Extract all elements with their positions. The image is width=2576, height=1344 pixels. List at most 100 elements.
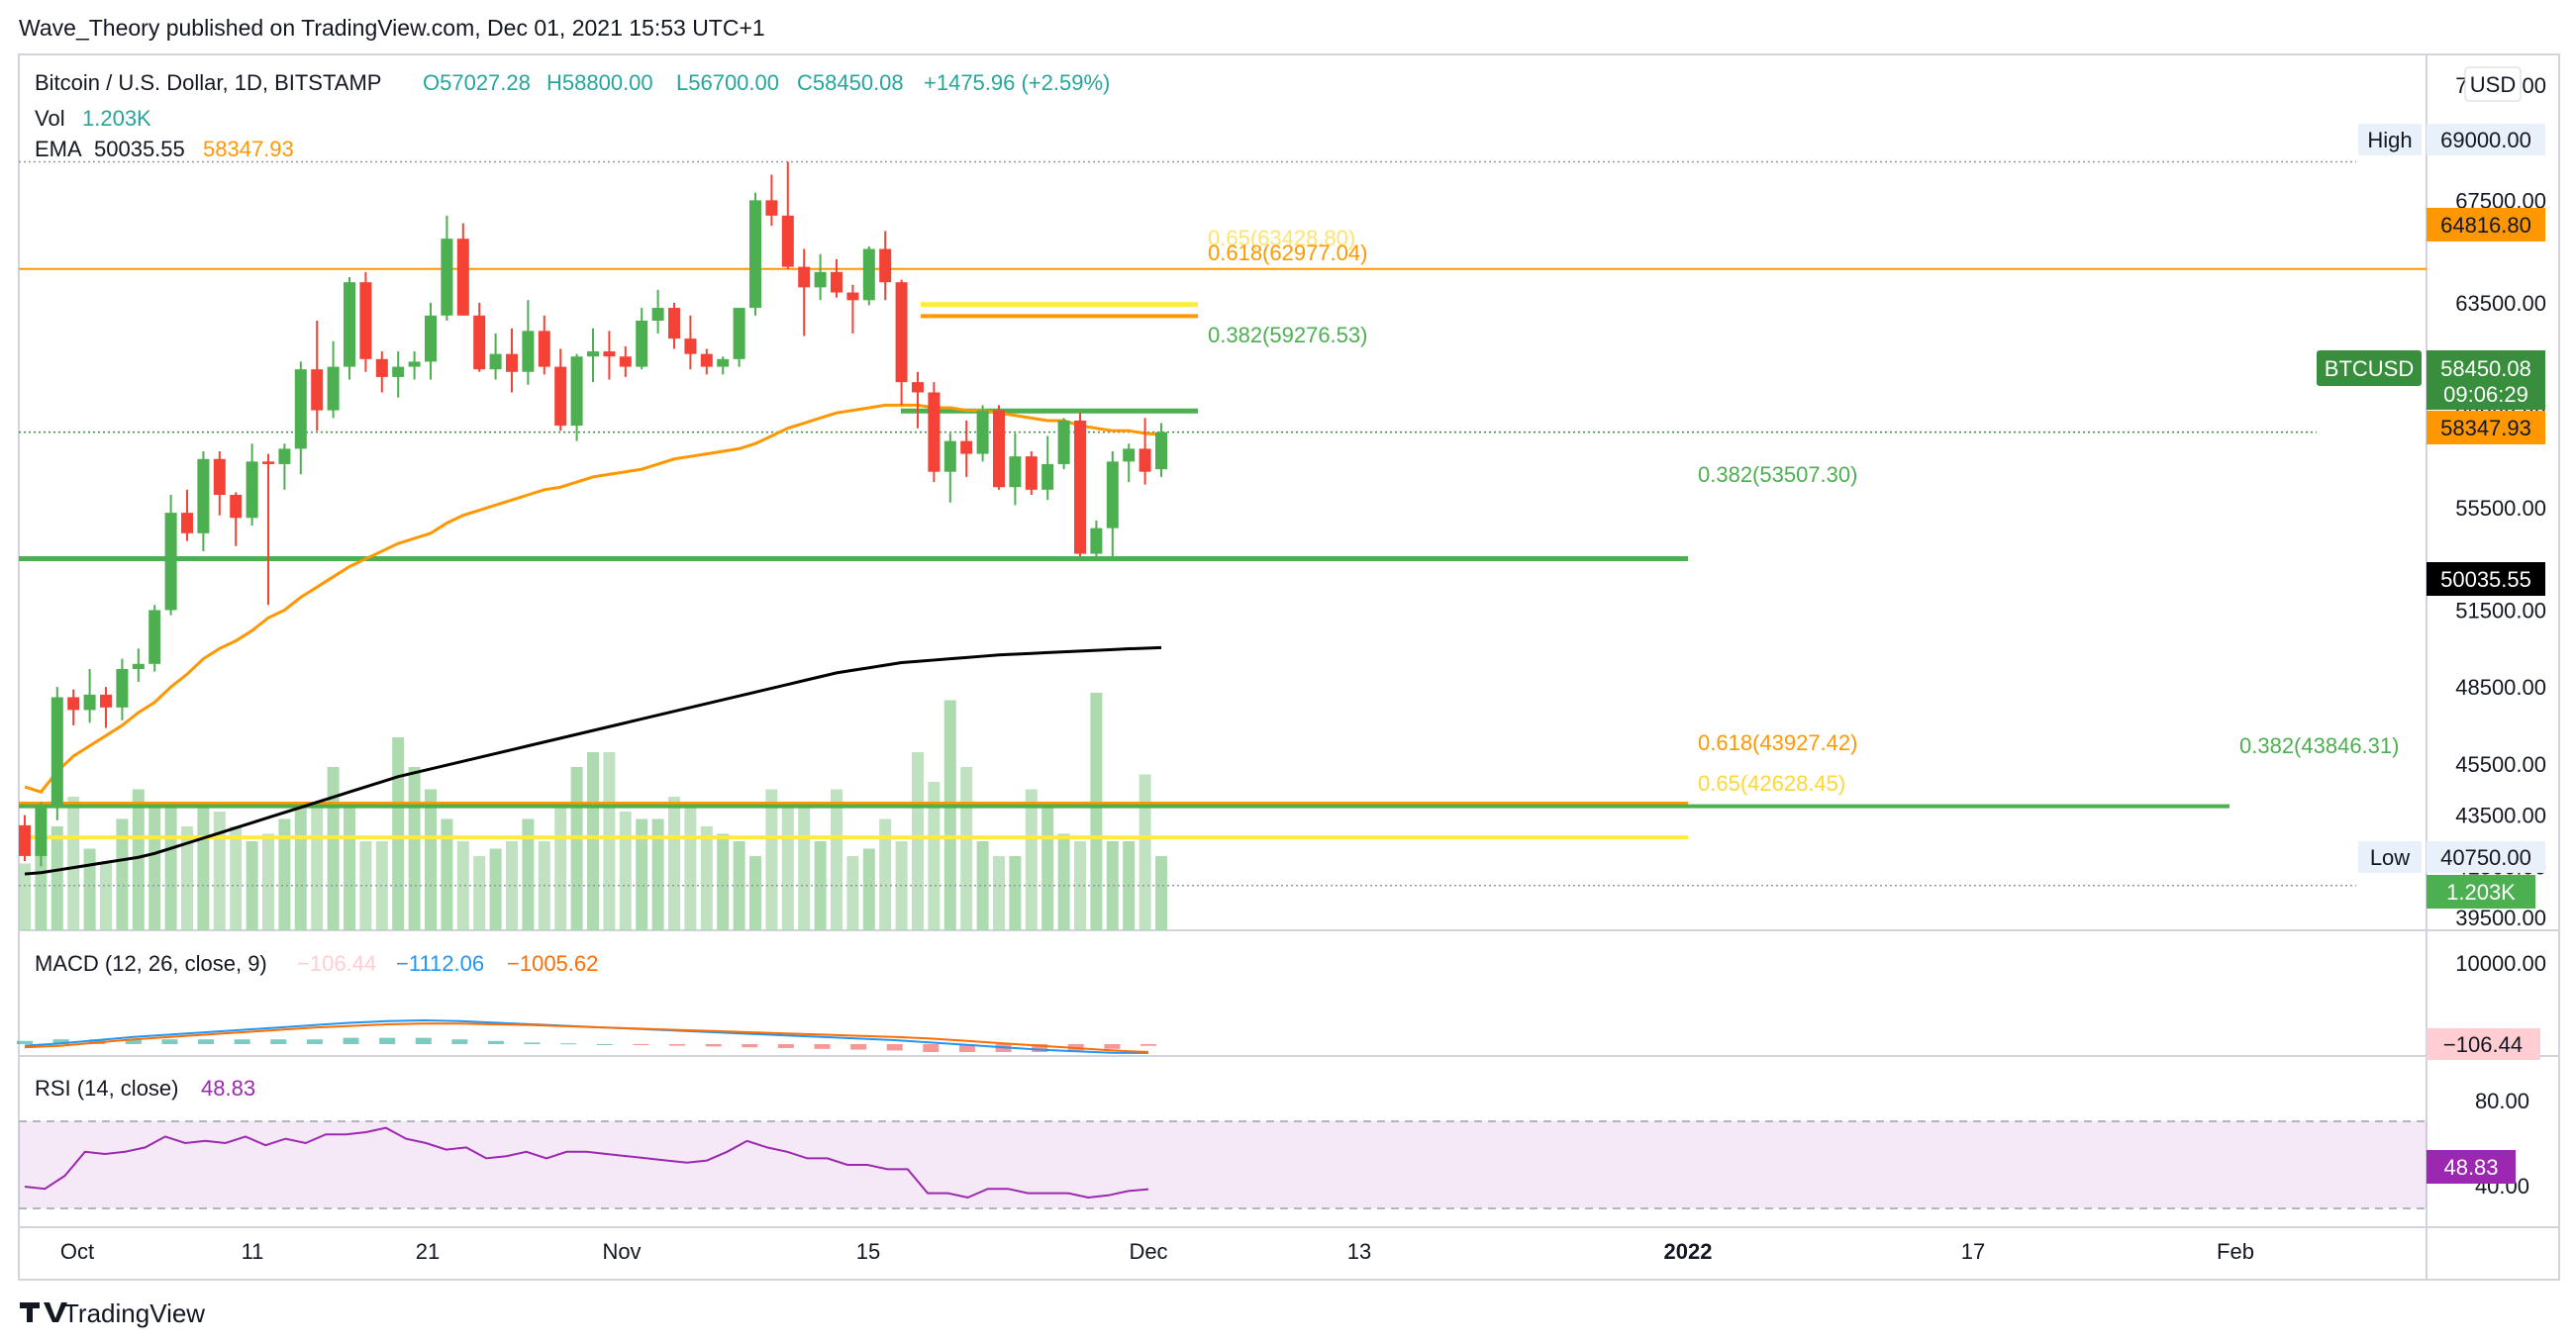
ema-orange-badge-value: 58347.93 xyxy=(2440,416,2531,440)
volume-bar xyxy=(603,752,616,930)
volume-bar xyxy=(1155,856,1167,930)
volume-bar xyxy=(587,752,599,930)
candle xyxy=(538,315,550,375)
volume-bar xyxy=(262,833,274,930)
rsi-label[interactable]: RSI (14, close) xyxy=(35,1076,179,1101)
tradingview-brand: TradingView xyxy=(63,1298,205,1328)
macd-histogram-bar xyxy=(524,1042,541,1044)
candle xyxy=(1106,451,1119,559)
rsi-line xyxy=(24,1126,1149,1200)
volume-bar xyxy=(67,797,80,930)
volume-bar xyxy=(960,767,973,930)
volume-bar xyxy=(554,804,567,930)
candle xyxy=(765,174,778,227)
horizontal-levels[interactable] xyxy=(19,160,2427,887)
volume-bar xyxy=(700,826,713,930)
volume-bar xyxy=(1090,693,1103,930)
candle-body xyxy=(327,366,340,411)
volume-bar xyxy=(781,804,794,930)
vol-label: Vol xyxy=(35,106,65,131)
fib-label-0382-mid: 0.382(59276.53) xyxy=(1208,323,1367,347)
candle xyxy=(928,382,941,483)
time-tick: 11 xyxy=(242,1239,264,1264)
candle-body xyxy=(1090,528,1103,554)
volume-bar xyxy=(489,848,502,930)
macd-histogram-bar xyxy=(814,1044,831,1049)
macd-histogram-bar xyxy=(669,1044,686,1046)
time-tick: 17 xyxy=(1961,1239,1985,1264)
volume-bar xyxy=(733,841,745,930)
candle-body xyxy=(100,694,112,708)
macd-histogram-bar xyxy=(17,1040,33,1044)
candle-body xyxy=(912,382,924,393)
candle xyxy=(749,192,761,316)
candle xyxy=(603,331,616,380)
candle xyxy=(197,451,210,551)
macd-histogram-bar xyxy=(923,1044,940,1052)
price-tick: 43500.00 xyxy=(2455,804,2546,828)
candle xyxy=(976,405,989,462)
price-badges: High 69000.00 64816.80 BTCUSD 58450.08 0… xyxy=(2317,124,2545,909)
ohlc-close: C58450.08 xyxy=(797,70,904,95)
candle xyxy=(35,802,48,867)
volume-bar xyxy=(473,856,486,930)
volume-bar xyxy=(570,767,583,930)
volume-bar xyxy=(441,818,453,930)
candle xyxy=(717,356,730,375)
rsi-badge-value: 48.83 xyxy=(2443,1155,2498,1180)
candle-body xyxy=(1139,448,1151,472)
fib-label-065-top: 0.65(63428.80) xyxy=(1208,226,1355,250)
candle-body xyxy=(1106,461,1119,528)
time-tick: Nov xyxy=(602,1239,641,1264)
candle xyxy=(230,492,243,546)
candle-body xyxy=(960,440,973,454)
candle-body xyxy=(1057,420,1070,464)
time-axis[interactable]: Oct 11 21 Nov 15 Dec 13 2022 17 Feb xyxy=(60,1239,2254,1264)
tradingview-logo[interactable]: TradingView xyxy=(20,1298,205,1328)
volume-bar xyxy=(116,818,129,930)
currency-badge[interactable] xyxy=(2464,66,2522,102)
price-tick: 45500.00 xyxy=(2455,752,2546,777)
volume-bar xyxy=(636,818,648,930)
volume-bar xyxy=(197,804,210,930)
candle xyxy=(1041,435,1054,501)
candle-body xyxy=(717,358,730,367)
macd-histogram-bar xyxy=(958,1044,975,1052)
candle-body xyxy=(765,200,778,216)
candle xyxy=(116,658,129,720)
candle xyxy=(132,648,145,682)
volume-bar xyxy=(164,804,177,930)
time-tick: Oct xyxy=(60,1239,94,1264)
ema-black-value: 50035.55 xyxy=(94,137,185,161)
volume-bar xyxy=(717,833,730,930)
macd-histogram-bar xyxy=(850,1044,867,1050)
candle xyxy=(100,687,112,728)
macd-label[interactable]: MACD (12, 26, close, 9) xyxy=(35,951,267,976)
candle-body xyxy=(344,282,355,367)
candle xyxy=(506,328,518,393)
price-tick: 51500.00 xyxy=(2455,598,2546,623)
candle-body xyxy=(230,495,243,519)
candle xyxy=(375,351,388,393)
volume-bar xyxy=(327,767,340,930)
volume-bar xyxy=(506,841,518,930)
volume-bar xyxy=(149,804,161,930)
fib-labels: 0.65(63428.80) 0.618(62977.04) 0.382(592… xyxy=(1208,226,2399,796)
candle xyxy=(67,689,80,725)
macd-histogram-bar xyxy=(234,1039,250,1044)
candle xyxy=(895,279,908,406)
candle xyxy=(684,315,697,370)
symbol-title[interactable]: Bitcoin / U.S. Dollar, 1D, BITSTAMP xyxy=(35,70,381,95)
candle-body xyxy=(441,239,453,316)
btc-price-badge xyxy=(2427,350,2545,410)
high-tag-text: High xyxy=(2367,128,2412,152)
low-badge xyxy=(2427,841,2545,873)
volume-bar xyxy=(619,812,632,930)
high-badge-value: 69000.00 xyxy=(2440,128,2531,152)
candle xyxy=(1139,418,1151,485)
rsi-polyline xyxy=(24,1126,1149,1200)
candle-body xyxy=(928,392,941,472)
candle-body xyxy=(181,513,193,533)
fib-label-0382-low: 0.382(53507.30) xyxy=(1698,462,1857,487)
